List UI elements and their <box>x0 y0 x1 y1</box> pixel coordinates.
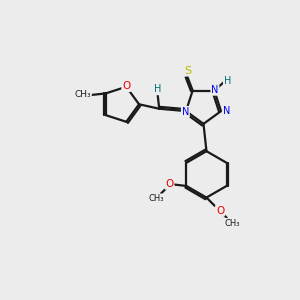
Text: O: O <box>165 179 174 189</box>
Text: H: H <box>224 76 231 86</box>
Text: CH₃: CH₃ <box>74 90 91 99</box>
Text: H: H <box>154 84 161 94</box>
Text: O: O <box>216 206 224 216</box>
Text: N: N <box>211 85 219 95</box>
Text: CH₃: CH₃ <box>224 219 240 228</box>
Text: O: O <box>122 81 130 91</box>
Text: CH₃: CH₃ <box>148 194 164 203</box>
Text: S: S <box>184 66 191 76</box>
Text: N: N <box>182 107 189 117</box>
Text: N: N <box>223 106 230 116</box>
